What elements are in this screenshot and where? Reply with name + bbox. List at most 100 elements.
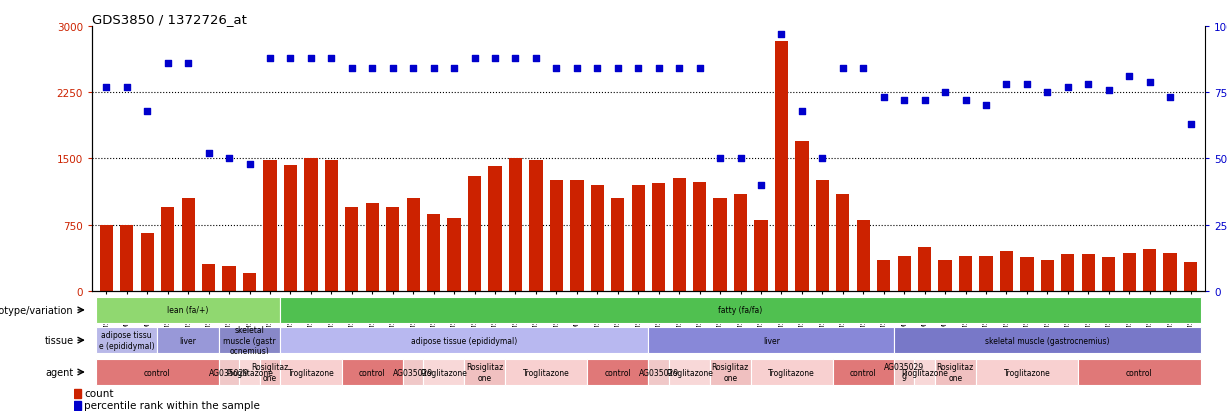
Point [301, 55, 320, 62]
Bar [402, 359, 423, 385]
Bar [550, 181, 563, 291]
Point [894, 97, 914, 104]
Text: AG035029: AG035029 [393, 368, 433, 377]
Bar [1102, 258, 1115, 291]
Bar [387, 207, 400, 291]
Text: control: control [360, 368, 385, 377]
Point [1140, 79, 1160, 85]
Text: skeletal
muscle (gastr
ocnemius): skeletal muscle (gastr ocnemius) [223, 325, 276, 355]
Point [690, 66, 709, 72]
Bar [218, 359, 239, 385]
Bar [836, 194, 849, 291]
Text: agent: agent [45, 367, 74, 377]
Bar [464, 359, 506, 385]
Point [793, 108, 812, 115]
Point [710, 156, 730, 162]
Text: AG035029
9: AG035029 9 [885, 363, 924, 382]
Text: lean (fa/+): lean (fa/+) [168, 306, 209, 315]
Bar [1144, 250, 1156, 291]
Bar [74, 401, 81, 410]
Point [239, 161, 259, 168]
Point [1161, 95, 1180, 102]
Point [649, 66, 669, 72]
Bar [669, 359, 710, 385]
Bar [280, 359, 341, 385]
Bar [423, 359, 464, 385]
Bar [222, 266, 236, 291]
Point [281, 55, 301, 62]
Point [117, 84, 136, 91]
Bar [239, 359, 260, 385]
Bar [590, 185, 604, 291]
Bar [120, 225, 134, 291]
Text: genotype/variation: genotype/variation [0, 305, 74, 315]
Text: control: control [144, 368, 171, 377]
Bar [979, 256, 993, 291]
Bar [506, 359, 587, 385]
Text: count: count [85, 388, 114, 398]
Point [751, 182, 771, 189]
Bar [74, 389, 81, 398]
Text: control: control [1126, 368, 1153, 377]
Bar [734, 194, 747, 291]
Text: Troglitazone: Troglitazone [523, 368, 569, 377]
Point [526, 55, 546, 62]
Bar [975, 359, 1079, 385]
Bar [632, 185, 645, 291]
Bar [877, 260, 891, 291]
Point [1017, 82, 1037, 88]
Bar [157, 327, 218, 354]
Point [158, 61, 178, 67]
Point [97, 84, 117, 91]
Bar [161, 207, 174, 291]
Point [567, 66, 587, 72]
Point [444, 66, 464, 72]
Point [977, 103, 996, 109]
Point [628, 66, 648, 72]
Bar [648, 327, 894, 354]
Text: Rosiglitaz
one: Rosiglitaz one [252, 363, 288, 382]
Text: Pioglitazone: Pioglitazone [901, 368, 948, 377]
Bar [427, 214, 440, 291]
Point [342, 66, 362, 72]
Text: control: control [850, 368, 876, 377]
Point [996, 82, 1016, 88]
Bar [587, 359, 648, 385]
Point [935, 90, 955, 96]
Bar [833, 359, 894, 385]
Bar [182, 199, 195, 291]
Point [833, 66, 853, 72]
Point [362, 66, 382, 72]
Text: Troglitazone: Troglitazone [1004, 368, 1050, 377]
Point [588, 66, 607, 72]
Bar [611, 199, 625, 291]
Text: AG035029: AG035029 [209, 368, 249, 377]
Point [956, 97, 975, 104]
Bar [141, 233, 153, 291]
Text: GDS3850 / 1372726_at: GDS3850 / 1372726_at [92, 13, 247, 26]
Bar [918, 247, 931, 291]
Bar [96, 297, 280, 323]
Text: liver: liver [763, 336, 779, 345]
Bar [897, 256, 910, 291]
Point [404, 66, 423, 72]
Text: Pioglitazone: Pioglitazone [421, 368, 467, 377]
Bar [529, 161, 542, 291]
Point [423, 66, 443, 72]
Point [1079, 82, 1098, 88]
Bar [509, 159, 523, 291]
Bar [652, 184, 665, 291]
Bar [1061, 254, 1075, 291]
Bar [894, 327, 1201, 354]
Text: control: control [605, 368, 631, 377]
Bar [280, 327, 648, 354]
Bar [366, 203, 379, 291]
Point [178, 61, 198, 67]
Text: liver: liver [179, 336, 196, 345]
Point [137, 108, 157, 115]
Point [465, 55, 485, 62]
Bar [693, 183, 707, 291]
Bar [467, 177, 481, 291]
Bar [795, 141, 809, 291]
Point [874, 95, 893, 102]
